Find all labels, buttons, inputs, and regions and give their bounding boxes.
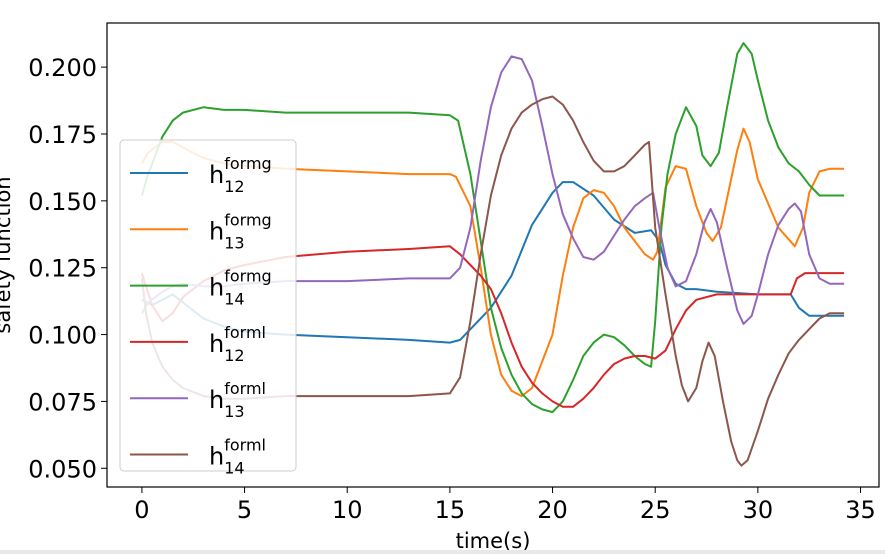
x-axis-label: time(s) [456, 529, 531, 553]
y-tick-label: 0.050 [28, 455, 97, 483]
window-bottom-edge [0, 550, 885, 554]
legend-entry-label: hforml 14 [209, 436, 266, 478]
series-line-3 [140, 42, 845, 414]
x-tick-label: 25 [640, 496, 671, 524]
y-tick-label: 0.175 [28, 121, 97, 149]
legend-entry-label: hformg 12 [209, 154, 272, 196]
x-tick-label: 10 [332, 496, 363, 524]
y-tick-label: 0.125 [28, 255, 97, 283]
y-tick-label: 0.075 [28, 388, 97, 416]
legend-entry-label: hformg 13 [209, 210, 272, 252]
x-tick-label: 5 [237, 496, 252, 524]
plot-frame [106, 22, 880, 488]
y-tick-label: 0.150 [28, 188, 97, 216]
y-tick-label: 0.100 [28, 322, 97, 350]
legend-entry-label: hforml 12 [209, 323, 266, 365]
x-tick-label: 0 [134, 496, 149, 524]
y-axis-label: safety function [0, 176, 15, 333]
x-tick-label: 30 [743, 496, 774, 524]
y-axis: 0.050 0.075 0.100 0.125 0.150 0.175 0.200 [28, 54, 107, 483]
legend: hformg 12 hformg 13 hformg 14 hforml 12 hforml 13… [119, 139, 297, 478]
legend-box [119, 139, 297, 472]
legend-entry-label: hforml 13 [209, 379, 266, 421]
x-tick-label: 20 [537, 496, 568, 524]
x-tick-label: 15 [435, 496, 466, 524]
y-tick-label: 0.200 [28, 54, 97, 82]
legend-entry-label: hformg 14 [209, 267, 272, 309]
series-line-5 [141, 55, 845, 325]
x-tick-label: 35 [845, 496, 876, 524]
x-axis: 0 5 10 15 20 25 30 35 [134, 487, 876, 524]
